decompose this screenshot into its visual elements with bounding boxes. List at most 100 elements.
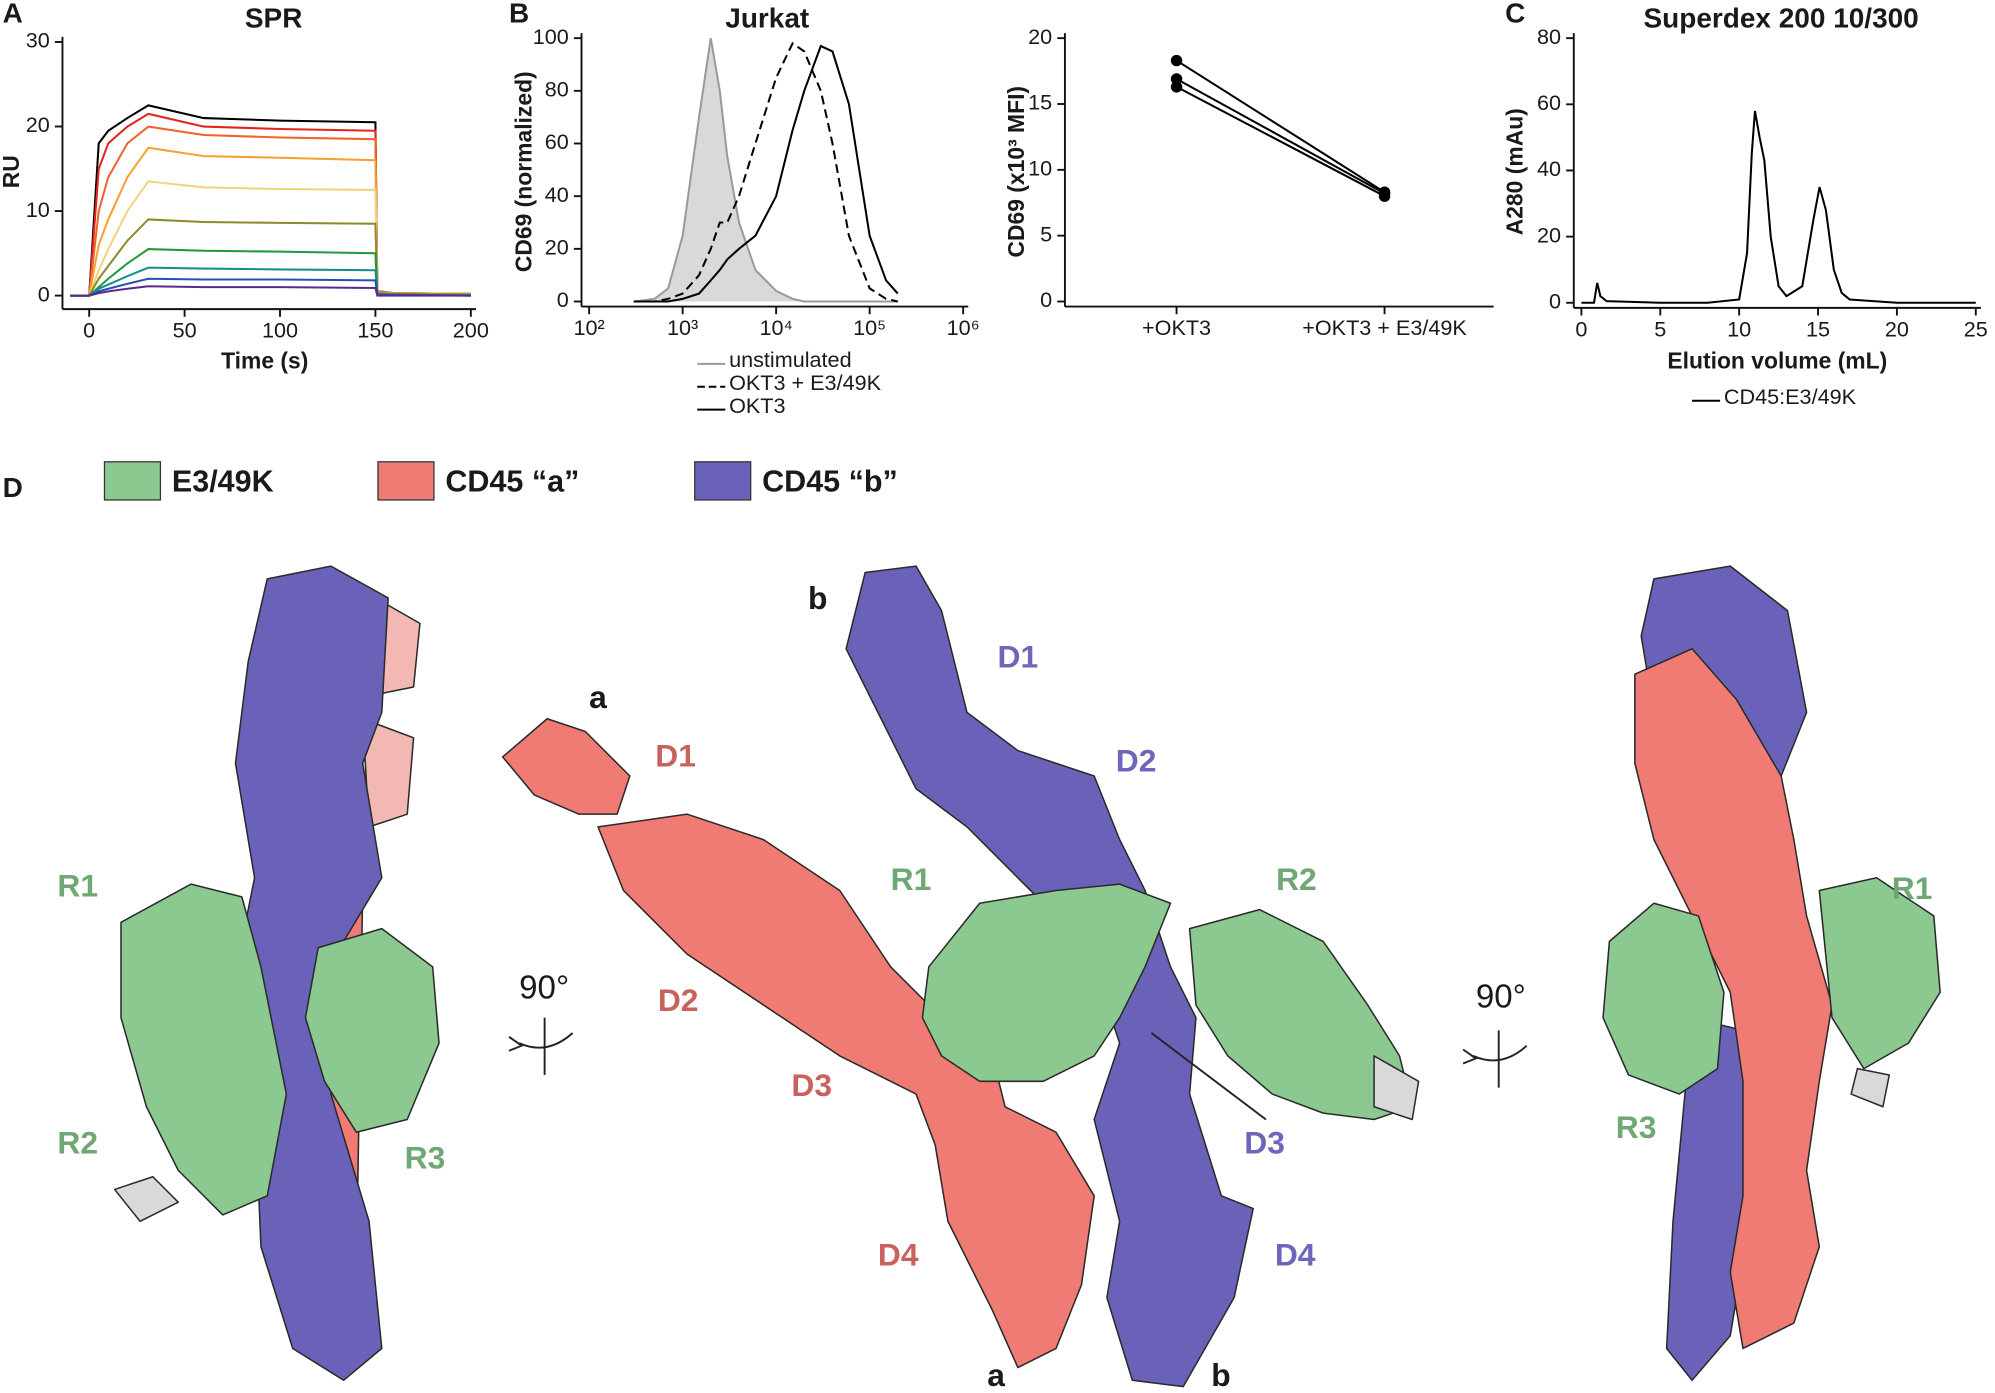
line: [1176, 85, 1386, 198]
x-tick-label: 15: [1806, 316, 1830, 341]
x-tick-label: 50: [173, 318, 197, 343]
x-tick-label: 100: [262, 318, 298, 343]
y-tick-label: 60: [1537, 90, 1561, 115]
domain-label: D2: [658, 982, 699, 1018]
y-tick-label: 80: [545, 77, 569, 102]
structure-center: [501, 565, 1420, 1388]
area: [633, 38, 898, 302]
y-tick-label: 20: [1028, 24, 1052, 49]
y-tick-label: 10: [1028, 156, 1052, 181]
y-tick-label: 20: [545, 235, 569, 260]
line: [1176, 59, 1386, 194]
line: [70, 104, 471, 297]
y-tick-label: 0: [38, 281, 50, 306]
domain-label: D4: [1275, 1236, 1316, 1272]
y-axis-label: RU: [0, 155, 24, 188]
chain-label: a: [987, 1357, 1005, 1393]
x-tick-label: 0: [83, 318, 95, 343]
y-tick-label: 40: [545, 182, 569, 207]
region-label: R1: [891, 861, 932, 897]
legend-swatch: [377, 461, 435, 501]
line: [70, 218, 471, 297]
domain-label: D1: [655, 738, 696, 774]
domain-label: D2: [1116, 743, 1157, 779]
structure-right: [1602, 565, 1941, 1382]
point: [1170, 73, 1183, 85]
x-tick-label: 10⁵: [853, 315, 886, 340]
legend-label: unstimulated: [729, 347, 852, 372]
region-label: R1: [57, 867, 98, 903]
line: [1176, 78, 1386, 195]
y-tick-label: 5: [1040, 221, 1052, 246]
y-axis-label: CD69 (x10³ MFI): [1003, 86, 1029, 258]
line: [1581, 110, 1976, 304]
y-tick-label: 80: [1537, 24, 1561, 49]
x-tick-label: 150: [357, 318, 393, 343]
x-tick-label: 10⁴: [759, 315, 792, 340]
y-tick-label: 60: [545, 129, 569, 154]
y-axis-label: CD69 (normalized): [511, 71, 537, 272]
structure-left: [113, 565, 440, 1382]
x-tick-label: 25: [1964, 316, 1988, 341]
y-tick-label: 30: [26, 28, 50, 53]
panel-letter: B: [509, 0, 529, 29]
domain-label: D4: [878, 1236, 919, 1272]
legend-swatch: [103, 461, 162, 501]
line: [633, 37, 898, 303]
x-tick-label: 10: [1727, 316, 1751, 341]
chain-label: b: [808, 580, 827, 616]
region-label: R3: [405, 1140, 446, 1176]
legend-label: CD45 “b”: [762, 464, 898, 498]
y-tick-label: 15: [1028, 90, 1052, 115]
panel-letter: A: [3, 0, 23, 29]
chart-title: Jurkat: [725, 3, 809, 34]
legend-label: OKT3 + E3/49K: [729, 370, 882, 395]
region-label: R1: [1892, 870, 1933, 906]
legend-label: OKT3: [729, 393, 785, 418]
domain-label: D3: [791, 1067, 832, 1103]
point: [1170, 54, 1183, 67]
line: [70, 146, 471, 297]
rotation-label: 90°: [519, 969, 569, 1006]
x-axis-label: Elution volume (mL): [1667, 348, 1887, 374]
legend-label: E3/49K: [172, 464, 274, 498]
x-tick-label: 200: [453, 318, 489, 343]
panel-letter: C: [1505, 0, 1525, 29]
y-tick-label: 100: [533, 24, 569, 49]
line: [70, 266, 471, 297]
x-tick-label: 0: [1575, 316, 1587, 341]
point: [1378, 190, 1391, 202]
chain-label: a: [589, 679, 607, 715]
y-tick-label: 20: [26, 112, 50, 137]
chart-title: SPR: [245, 3, 303, 34]
x-tick-label: +OKT3: [1142, 315, 1211, 340]
line: [633, 41, 898, 303]
rotation-arrows: [508, 1017, 1528, 1088]
panel-letter: D: [3, 472, 23, 503]
line: [70, 285, 471, 297]
x-tick-label: +OKT3 + E3/49K: [1302, 315, 1467, 340]
x-tick-label: 10²: [574, 315, 605, 340]
legend-label: CD45 “a”: [445, 464, 579, 498]
region-label: R2: [1276, 861, 1317, 897]
legend-label: CD45:E3/49K: [1724, 384, 1857, 409]
y-tick-label: 0: [1040, 287, 1052, 312]
x-tick-label: 20: [1885, 316, 1909, 341]
x-tick-label: 5: [1654, 316, 1666, 341]
y-axis-label: A280 (mAu): [1502, 108, 1528, 235]
chain-label: b: [1211, 1357, 1230, 1393]
legend-swatch: [694, 461, 752, 501]
x-tick-label: 10³: [667, 315, 698, 340]
region-label: R2: [57, 1124, 98, 1160]
x-axis-label: Time (s): [221, 348, 308, 374]
y-tick-label: 0: [557, 287, 569, 312]
point: [1170, 81, 1183, 93]
chart-title: Superdex 200 10/300: [1644, 3, 1919, 34]
y-tick-label: 10: [26, 197, 50, 222]
y-tick-label: 0: [1549, 288, 1561, 313]
x-tick-label: 10⁶: [947, 315, 980, 340]
y-tick-label: 40: [1537, 156, 1561, 181]
rotation-label: 90°: [1476, 978, 1526, 1015]
line: [633, 44, 899, 303]
